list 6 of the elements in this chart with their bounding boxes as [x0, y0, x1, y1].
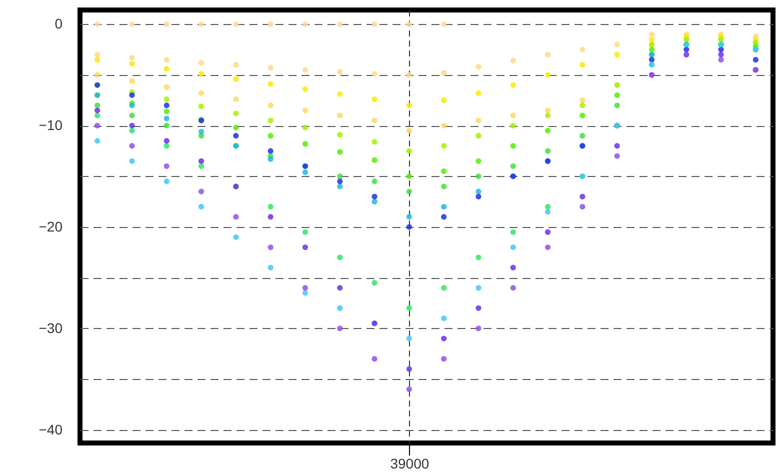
y-tick-label: −40 — [38, 421, 63, 438]
y-tick-label: −10 — [38, 117, 63, 134]
y-tick-label: −30 — [38, 320, 63, 336]
x-tick-label: 39000 — [390, 456, 430, 472]
y-tick-label: 0 — [54, 16, 63, 32]
y-tick-label: −20 — [38, 218, 63, 235]
